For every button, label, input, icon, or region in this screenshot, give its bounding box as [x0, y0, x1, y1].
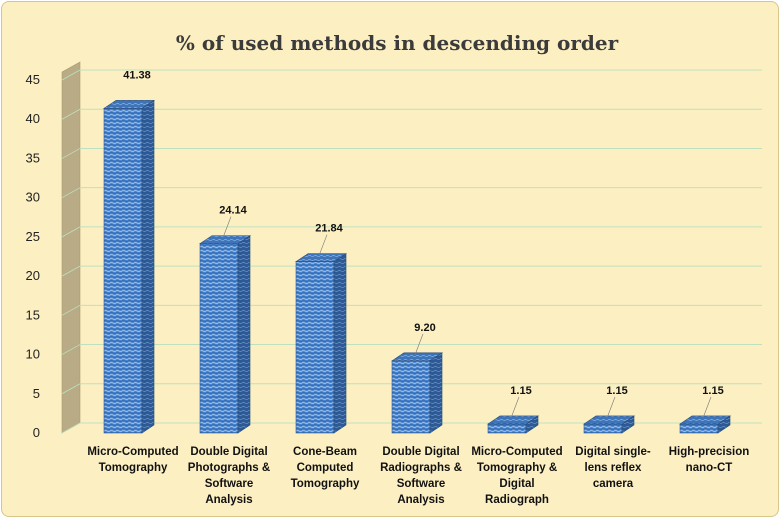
gridline-depth — [61, 148, 81, 159]
bar — [103, 99, 155, 434]
bar-side — [333, 253, 347, 434]
x-category-label-line: nano-CT — [686, 462, 733, 474]
bar-front — [103, 108, 143, 434]
bar-top — [487, 415, 539, 425]
x-category-label: Cone-Beam Computed Tomography — [291, 446, 360, 490]
gridline-depth — [61, 69, 81, 81]
data-label: 21.84 — [315, 223, 343, 235]
data-label: 1.15 — [702, 385, 723, 397]
data-label: 1.15 — [606, 385, 627, 397]
bar-front — [295, 261, 335, 434]
y-tick-label: 5 — [33, 386, 40, 401]
bar-top — [391, 352, 443, 362]
data-label-leader — [414, 333, 424, 355]
gridline-depth — [61, 422, 81, 434]
x-category-label-line: Tomography & — [477, 462, 557, 474]
x-category-label-line: Photographs & — [188, 462, 270, 474]
x-category-label-line: Micro-Computed — [87, 446, 178, 458]
bar-top — [583, 415, 635, 425]
data-label-leader — [222, 216, 232, 238]
x-category-label-line: Radiograph — [485, 494, 549, 506]
bar-side — [141, 99, 155, 434]
bar-front — [199, 243, 239, 434]
gridline-depth — [61, 226, 81, 238]
chart-title: % of used methods in descending order — [176, 31, 619, 55]
x-category-label-line: Tomography — [99, 462, 168, 474]
bar — [295, 253, 347, 434]
x-category-label-line: Analysis — [397, 494, 444, 506]
data-label-leader — [606, 396, 616, 419]
x-category-label-line: Software — [205, 478, 254, 490]
y-tick-label: 25 — [26, 229, 40, 244]
x-category-label-line: Tomography — [291, 478, 360, 490]
x-category-label: Micro-Computed Tomography & Digital Radiogr… — [471, 446, 562, 506]
data-label: 41.38 — [123, 69, 151, 81]
y-tick-label: 35 — [26, 150, 40, 165]
bar — [391, 352, 443, 434]
x-category-label-line: Radiographs & — [380, 462, 462, 474]
gridline-depth — [61, 304, 81, 316]
x-category-label-line: High-precision — [669, 446, 750, 458]
bar-top — [295, 253, 347, 262]
bar — [199, 235, 251, 434]
x-category-label-line: Digital — [499, 478, 534, 490]
y-tick-label: 20 — [26, 268, 40, 283]
x-category-label-line: Software — [397, 478, 446, 490]
bar-top — [199, 235, 251, 244]
x-category-label: Digital single-lens reflex camera — [575, 446, 651, 490]
y-tick-label: 45 — [26, 72, 40, 87]
data-label-leader — [510, 396, 520, 419]
x-category-label-line: Double Digital — [382, 446, 459, 458]
bar-top — [103, 100, 155, 109]
bar — [679, 415, 731, 434]
x-category-label: Double Digital Photographs & Software Analy… — [188, 446, 270, 506]
gridline-depth — [61, 187, 81, 199]
x-category-label-line: Analysis — [205, 494, 252, 506]
bar-side — [237, 235, 251, 434]
x-category-label-line: Digital single- — [575, 446, 651, 458]
gridline-depth — [61, 265, 81, 277]
bar-top — [679, 415, 731, 425]
bar-front — [487, 423, 527, 434]
data-label-leader — [702, 396, 712, 419]
bar — [487, 415, 539, 434]
y-tick-label: 40 — [26, 111, 40, 126]
gridline-depth — [61, 108, 81, 120]
data-label: 24.14 — [219, 205, 247, 217]
x-category-label-line: Double Digital — [190, 446, 267, 458]
bar — [583, 415, 635, 434]
data-label: 1.15 — [510, 385, 531, 397]
data-label: 9.20 — [414, 322, 435, 334]
y-tick-label: 15 — [26, 307, 40, 322]
gridline-depth — [61, 344, 81, 355]
x-category-label-line: lens reflex — [585, 462, 642, 474]
gridline-depth — [61, 383, 81, 395]
bar-front — [391, 360, 431, 434]
x-category-label: Micro-Computed Tomography — [87, 446, 178, 474]
x-category-label-line: Computed — [297, 462, 354, 474]
y-tick-label: 0 — [33, 425, 40, 440]
x-category-label-line: Micro-Computed — [471, 446, 562, 458]
x-category-label-line: camera — [593, 478, 634, 490]
y-tick-label: 10 — [26, 347, 40, 362]
x-category-label: Double Digital Radiographs & Software Analy… — [380, 446, 462, 506]
y-tick-label: 30 — [26, 190, 40, 205]
data-label-leader — [318, 234, 328, 256]
x-category-label: High-precision nano-CT — [669, 446, 750, 474]
x-category-label-line: Cone-Beam — [293, 446, 357, 458]
bar-side — [429, 352, 443, 434]
bar-front — [583, 423, 623, 434]
bar-front — [679, 423, 719, 434]
